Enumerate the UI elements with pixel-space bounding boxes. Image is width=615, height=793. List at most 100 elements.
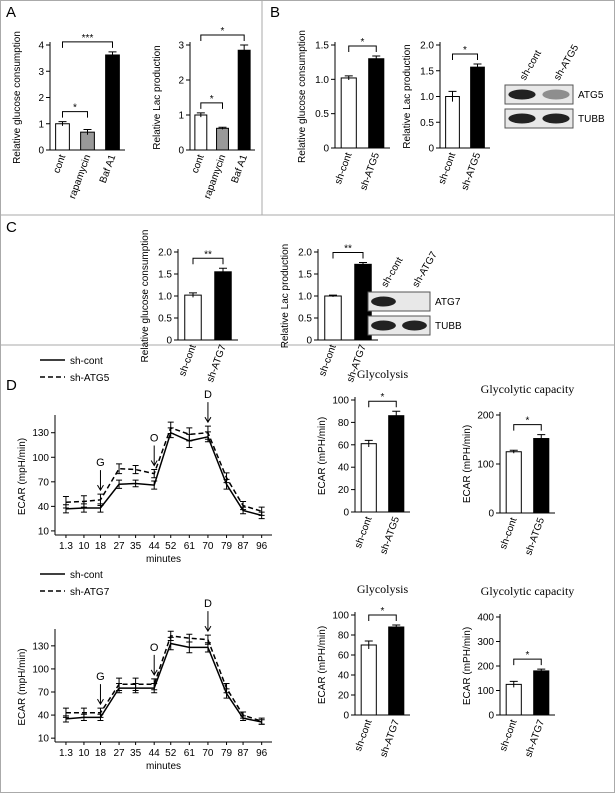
y-tick-label: 40 — [338, 671, 350, 682]
sig-label: * — [361, 37, 365, 48]
y-axis-label: ECAR (mPH/min) — [317, 417, 328, 495]
x-tick-label: sh-cont — [498, 516, 520, 551]
y-tick-label: 70 — [38, 688, 50, 699]
error-bar — [329, 294, 337, 297]
y-tick-label: 1.0 — [298, 292, 312, 303]
x-tick-label: sh-ATG5 — [523, 516, 547, 557]
y-axis-label: Relative Lac production — [152, 45, 163, 150]
y-axis-label: ECAR (mpH/min) — [17, 438, 28, 515]
bar — [360, 443, 377, 513]
y-tick-label: 100 — [477, 460, 494, 471]
y-tick-label: 20 — [338, 485, 350, 496]
panel-letter: C — [6, 219, 17, 236]
y-tick-label: 2.0 — [298, 248, 312, 259]
y-tick-label: 10 — [38, 526, 50, 537]
y-tick-label: 1.0 — [158, 292, 172, 303]
y-axis-label: Relative glucose consumption — [12, 31, 23, 164]
x-tick-label: 70 — [202, 748, 214, 759]
error-bar — [116, 463, 123, 475]
y-tick-label: 0 — [488, 509, 494, 520]
y-tick-label: 0.5 — [298, 314, 312, 325]
y-axis-label: Relative Lac production — [280, 244, 291, 349]
x-axis-label: minutes — [146, 761, 181, 772]
error-bar — [537, 434, 546, 443]
lane-label: sh-ATG5 — [552, 43, 581, 83]
y-tick-label: 130 — [32, 428, 49, 439]
x-tick-label: sh-cont — [333, 151, 355, 186]
x-tick-label: 79 — [221, 541, 233, 552]
y-tick-label: 80 — [338, 418, 350, 429]
sig-bracket — [452, 53, 478, 61]
y-tick-label: 60 — [338, 651, 350, 662]
y-axis-label: ECAR (mpH/min) — [17, 648, 28, 725]
sig-label: ** — [204, 249, 212, 260]
blot-band — [508, 113, 536, 124]
y-tick-label: 2 — [38, 93, 44, 104]
y-tick-label: 2 — [178, 76, 184, 87]
arrow — [150, 654, 158, 676]
blot-band — [508, 89, 536, 100]
lane-label: sh-cont — [518, 48, 544, 82]
x-tick-label: Baf A1 — [230, 153, 251, 185]
arrow — [150, 445, 158, 467]
error-bar — [509, 449, 518, 454]
error-bar — [218, 126, 227, 130]
y-tick-label: 100 — [32, 664, 49, 675]
y-tick-label: 200 — [477, 411, 494, 422]
y-tick-label: 40 — [38, 502, 50, 513]
series-line — [65, 431, 262, 517]
sig-bracket — [513, 658, 542, 666]
bar — [388, 415, 405, 513]
panel-letter: A — [6, 4, 16, 21]
x-tick-label: 10 — [78, 541, 90, 552]
arrow — [204, 611, 212, 633]
lane-label: sh-ATG7 — [411, 250, 440, 290]
sig-bracket — [332, 252, 364, 259]
sig-bracket — [368, 614, 397, 621]
sig-label: * — [73, 103, 77, 114]
error-bar — [108, 51, 117, 59]
y-tick-label: 1.0 — [420, 92, 434, 103]
band-label: ATG5 — [578, 90, 604, 101]
y-tick-label: 1 — [178, 111, 184, 122]
x-axis-label: minutes — [146, 554, 181, 565]
error-bar — [83, 129, 92, 135]
x-tick-label: sh-cont — [498, 718, 520, 753]
blot-band — [371, 296, 396, 307]
x-tick-label: 10 — [78, 748, 90, 759]
y-tick-label: 60 — [338, 440, 350, 451]
bar — [505, 451, 522, 514]
x-tick-label: sh-ATG5 — [378, 515, 402, 556]
x-tick-label: sh-ATG7 — [205, 343, 229, 384]
y-tick-label: 0 — [428, 144, 434, 155]
error-bar — [359, 262, 367, 267]
x-tick-label: 96 — [256, 541, 268, 552]
arrow — [97, 470, 104, 492]
error-bar — [186, 633, 193, 643]
x-tick-label: sh-ATG5 — [358, 151, 382, 192]
y-axis-label: ECAR (mPH/min) — [462, 627, 473, 705]
bar — [505, 683, 522, 716]
error-bar — [372, 55, 381, 62]
x-tick-label: cont — [190, 153, 207, 175]
x-tick-label: 61 — [184, 541, 196, 552]
bar — [340, 77, 357, 149]
x-tick-label: 18 — [95, 541, 107, 552]
y-axis-label: ECAR (mPH/min) — [317, 626, 328, 704]
sig-bracket — [513, 424, 542, 431]
error-bar — [473, 63, 482, 71]
x-tick-label: 87 — [238, 748, 250, 759]
y-tick-label: 40 — [38, 711, 50, 722]
y-tick-label: 70 — [38, 477, 50, 488]
error-bar — [132, 677, 139, 691]
x-tick-label: 1.3 — [59, 541, 73, 552]
x-tick-label: 1.3 — [59, 748, 73, 759]
annotation: O — [150, 433, 159, 445]
y-tick-label: 100 — [332, 396, 349, 407]
sig-bracket — [62, 111, 88, 118]
chart-title: Glycolytic capacity — [481, 584, 575, 598]
y-tick-label: 40 — [338, 463, 350, 474]
x-tick-label: 52 — [165, 748, 177, 759]
sig-bracket — [348, 45, 377, 52]
